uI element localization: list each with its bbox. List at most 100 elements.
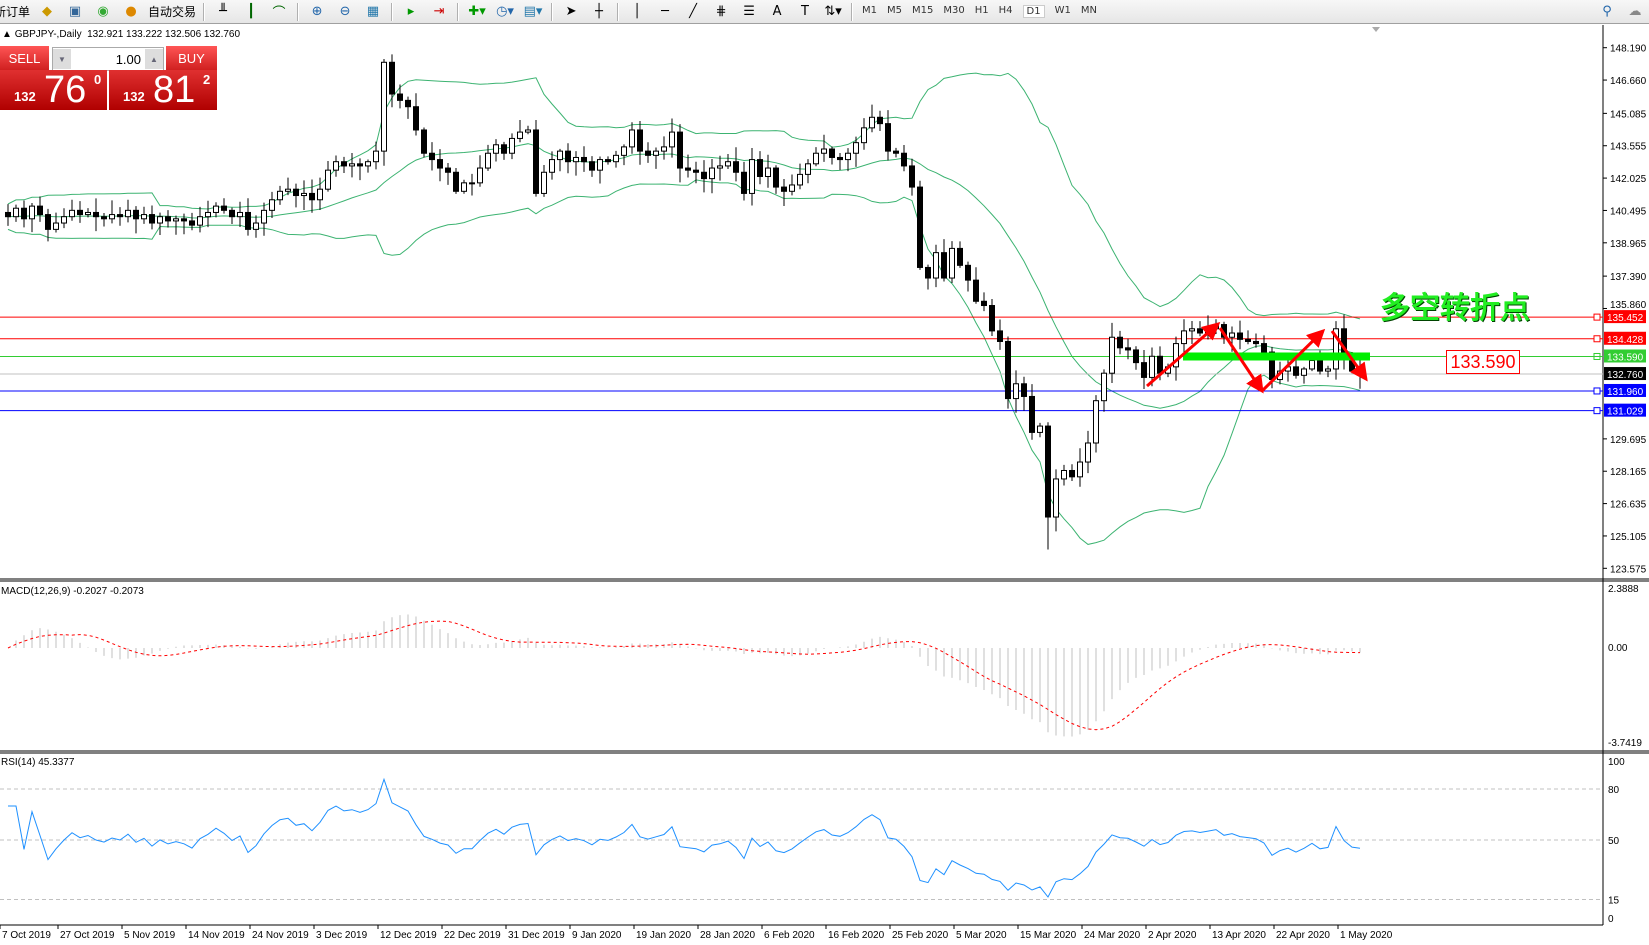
decrease-lot-icon[interactable]: ▼	[53, 49, 71, 69]
date-label: 16 Feb 2020	[828, 930, 885, 941]
rsi-tick-label: 100	[1608, 757, 1625, 768]
candle-bear	[229, 209, 235, 218]
vertical-line-icon[interactable]: │	[633, 4, 641, 19]
candle-bear	[893, 150, 899, 154]
candle-bear	[565, 150, 571, 163]
periods-clock-icon[interactable]: ◷▾	[496, 4, 514, 19]
annotation-text[interactable]: 多空转折点	[1380, 291, 1530, 326]
timeframe-mn[interactable]: MN	[1080, 5, 1097, 16]
navigator-icon[interactable]: ▣	[68, 4, 82, 19]
candle-bull	[933, 252, 939, 279]
candle-bull	[373, 150, 379, 163]
auto-trading-button[interactable]: 自动交易	[148, 5, 197, 19]
equidistant-channel-icon[interactable]: ⋕	[715, 4, 727, 19]
chart-shift-icon[interactable]: ⇥	[433, 4, 445, 19]
zoom-in-icon[interactable]: ⊕	[311, 4, 323, 19]
lot-size-stepper[interactable]: ▼ 1.00 ▲	[52, 47, 164, 71]
sell-price-big-figure: 132	[14, 89, 36, 104]
candle-bear	[941, 252, 947, 279]
candle-bear	[1021, 383, 1027, 397]
timeframe-h1[interactable]: H1	[974, 5, 989, 16]
candle-bear	[637, 129, 643, 152]
chat-icon[interactable]: ☁	[1628, 4, 1642, 19]
market-watch-icon[interactable]: ◆	[42, 4, 53, 19]
lot-size-input[interactable]: 1.00	[115, 51, 141, 67]
sell-price[interactable]: 132 76 0	[0, 70, 107, 110]
horizontal-line-icon[interactable]: ─	[661, 4, 669, 19]
red-arrow	[1330, 330, 1368, 382]
date-label: 9 Jan 2020	[572, 930, 622, 941]
rsi-line	[8, 777, 1361, 898]
bar-chart-icon[interactable]: ╨	[219, 4, 227, 19]
new-order-button[interactable]: 新订单	[0, 5, 31, 19]
timeframe-h4[interactable]: H4	[998, 5, 1013, 16]
buy-price[interactable]: 132 81 2	[109, 70, 217, 110]
auto-trading-icon[interactable]: ●	[125, 4, 137, 19]
date-label: 7 Oct 2019	[2, 930, 51, 941]
macd-tick-label: 0.00	[1608, 643, 1628, 654]
rsi-label: RSI(14) 45.3377	[1, 757, 75, 768]
text-label-icon[interactable]: T	[801, 4, 809, 19]
candle-bull	[333, 161, 339, 171]
tile-windows-icon[interactable]: ▦	[366, 4, 380, 19]
timeframe-m1[interactable]: M1	[862, 5, 878, 16]
candle-bear	[1133, 349, 1139, 364]
candle-bull	[349, 163, 355, 167]
ohlc-values: 132.921 133.222 132.506 132.760	[87, 29, 241, 40]
zoom-out-icon[interactable]: ⊖	[339, 4, 351, 19]
candle-bull	[1229, 332, 1235, 338]
timeframe-m15[interactable]: M15	[912, 5, 934, 16]
fibonacci-icon[interactable]: ☰	[743, 4, 755, 19]
candle-bull	[725, 161, 731, 167]
price-label-bg	[1604, 383, 1646, 397]
templates-icon[interactable]: ▤▾	[523, 4, 543, 19]
candle-bear	[445, 167, 451, 173]
timeframe-m30[interactable]: M30	[943, 5, 965, 16]
search-icon[interactable]: ⚲	[1602, 4, 1612, 19]
candle-bear	[1317, 360, 1323, 372]
price-tick-label: 135.860	[1610, 300, 1647, 311]
candle-bear	[981, 300, 987, 307]
buy-button[interactable]: BUY	[166, 46, 217, 71]
candle-bull	[805, 163, 811, 175]
candle-bull	[493, 144, 499, 154]
candle-bull	[845, 152, 851, 161]
red-arrow	[1218, 327, 1264, 394]
candle-bear	[965, 264, 971, 281]
increase-lot-icon[interactable]: ▲	[145, 49, 163, 69]
candle-bull	[269, 199, 275, 211]
candle-bear	[1157, 355, 1163, 374]
candle-bear	[901, 152, 907, 167]
candle-bull	[629, 129, 635, 148]
annotation-price-box[interactable]: 133.590	[1446, 350, 1520, 374]
rsi-tick-label: 80	[1608, 785, 1620, 796]
candle-bear	[685, 167, 691, 171]
timeframe-d1[interactable]: D1	[1022, 5, 1045, 18]
candle-bear	[5, 211, 11, 218]
candle-bull	[853, 142, 859, 154]
candle-bull	[285, 188, 291, 192]
red-arrow	[1260, 328, 1326, 393]
cursor-icon[interactable]: ➤	[565, 4, 577, 19]
text-icon[interactable]: A	[772, 4, 782, 19]
trendline-icon[interactable]: ╱	[689, 4, 697, 19]
candle-bear	[21, 207, 27, 220]
arrows-icon[interactable]: ⇅▾	[824, 4, 842, 19]
price-tick-label: 140.495	[1610, 206, 1647, 217]
crosshair-icon[interactable]: ┼	[595, 4, 603, 19]
auto-scroll-icon[interactable]: ▸	[407, 4, 415, 19]
chart-shift-marker-icon	[1372, 27, 1380, 32]
timeframe-w1[interactable]: W1	[1054, 5, 1071, 16]
line-chart-icon[interactable]: ⌒	[272, 6, 286, 21]
candle-bear	[773, 167, 779, 188]
sell-button[interactable]: SELL	[0, 46, 49, 71]
collapse-triangle-icon[interactable]: ▲	[2, 29, 12, 40]
candle-bear	[701, 171, 707, 180]
rsi-tick-label: 0	[1608, 914, 1614, 925]
candle-bear	[1005, 340, 1011, 400]
candlestick-icon[interactable]: ┃	[247, 4, 255, 19]
signal-icon[interactable]: ◉	[97, 4, 109, 19]
indicators-icon[interactable]: ✚▾	[468, 4, 486, 19]
timeframe-m5[interactable]: M5	[887, 5, 903, 16]
